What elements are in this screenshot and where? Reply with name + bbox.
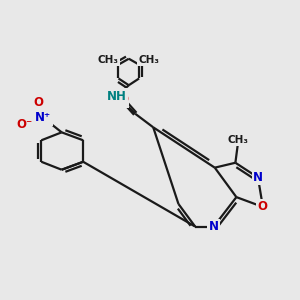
- Text: N⁺: N⁺: [35, 111, 51, 124]
- Text: N: N: [209, 220, 219, 233]
- Text: O⁻: O⁻: [16, 118, 32, 131]
- Text: CH₃: CH₃: [98, 55, 118, 65]
- Text: O: O: [33, 96, 43, 110]
- Text: CH₃: CH₃: [228, 135, 249, 145]
- Text: CH₃: CH₃: [139, 55, 160, 65]
- Text: O: O: [258, 200, 268, 213]
- Text: NH: NH: [107, 90, 127, 103]
- Text: O: O: [118, 93, 128, 106]
- Text: N: N: [253, 171, 263, 184]
